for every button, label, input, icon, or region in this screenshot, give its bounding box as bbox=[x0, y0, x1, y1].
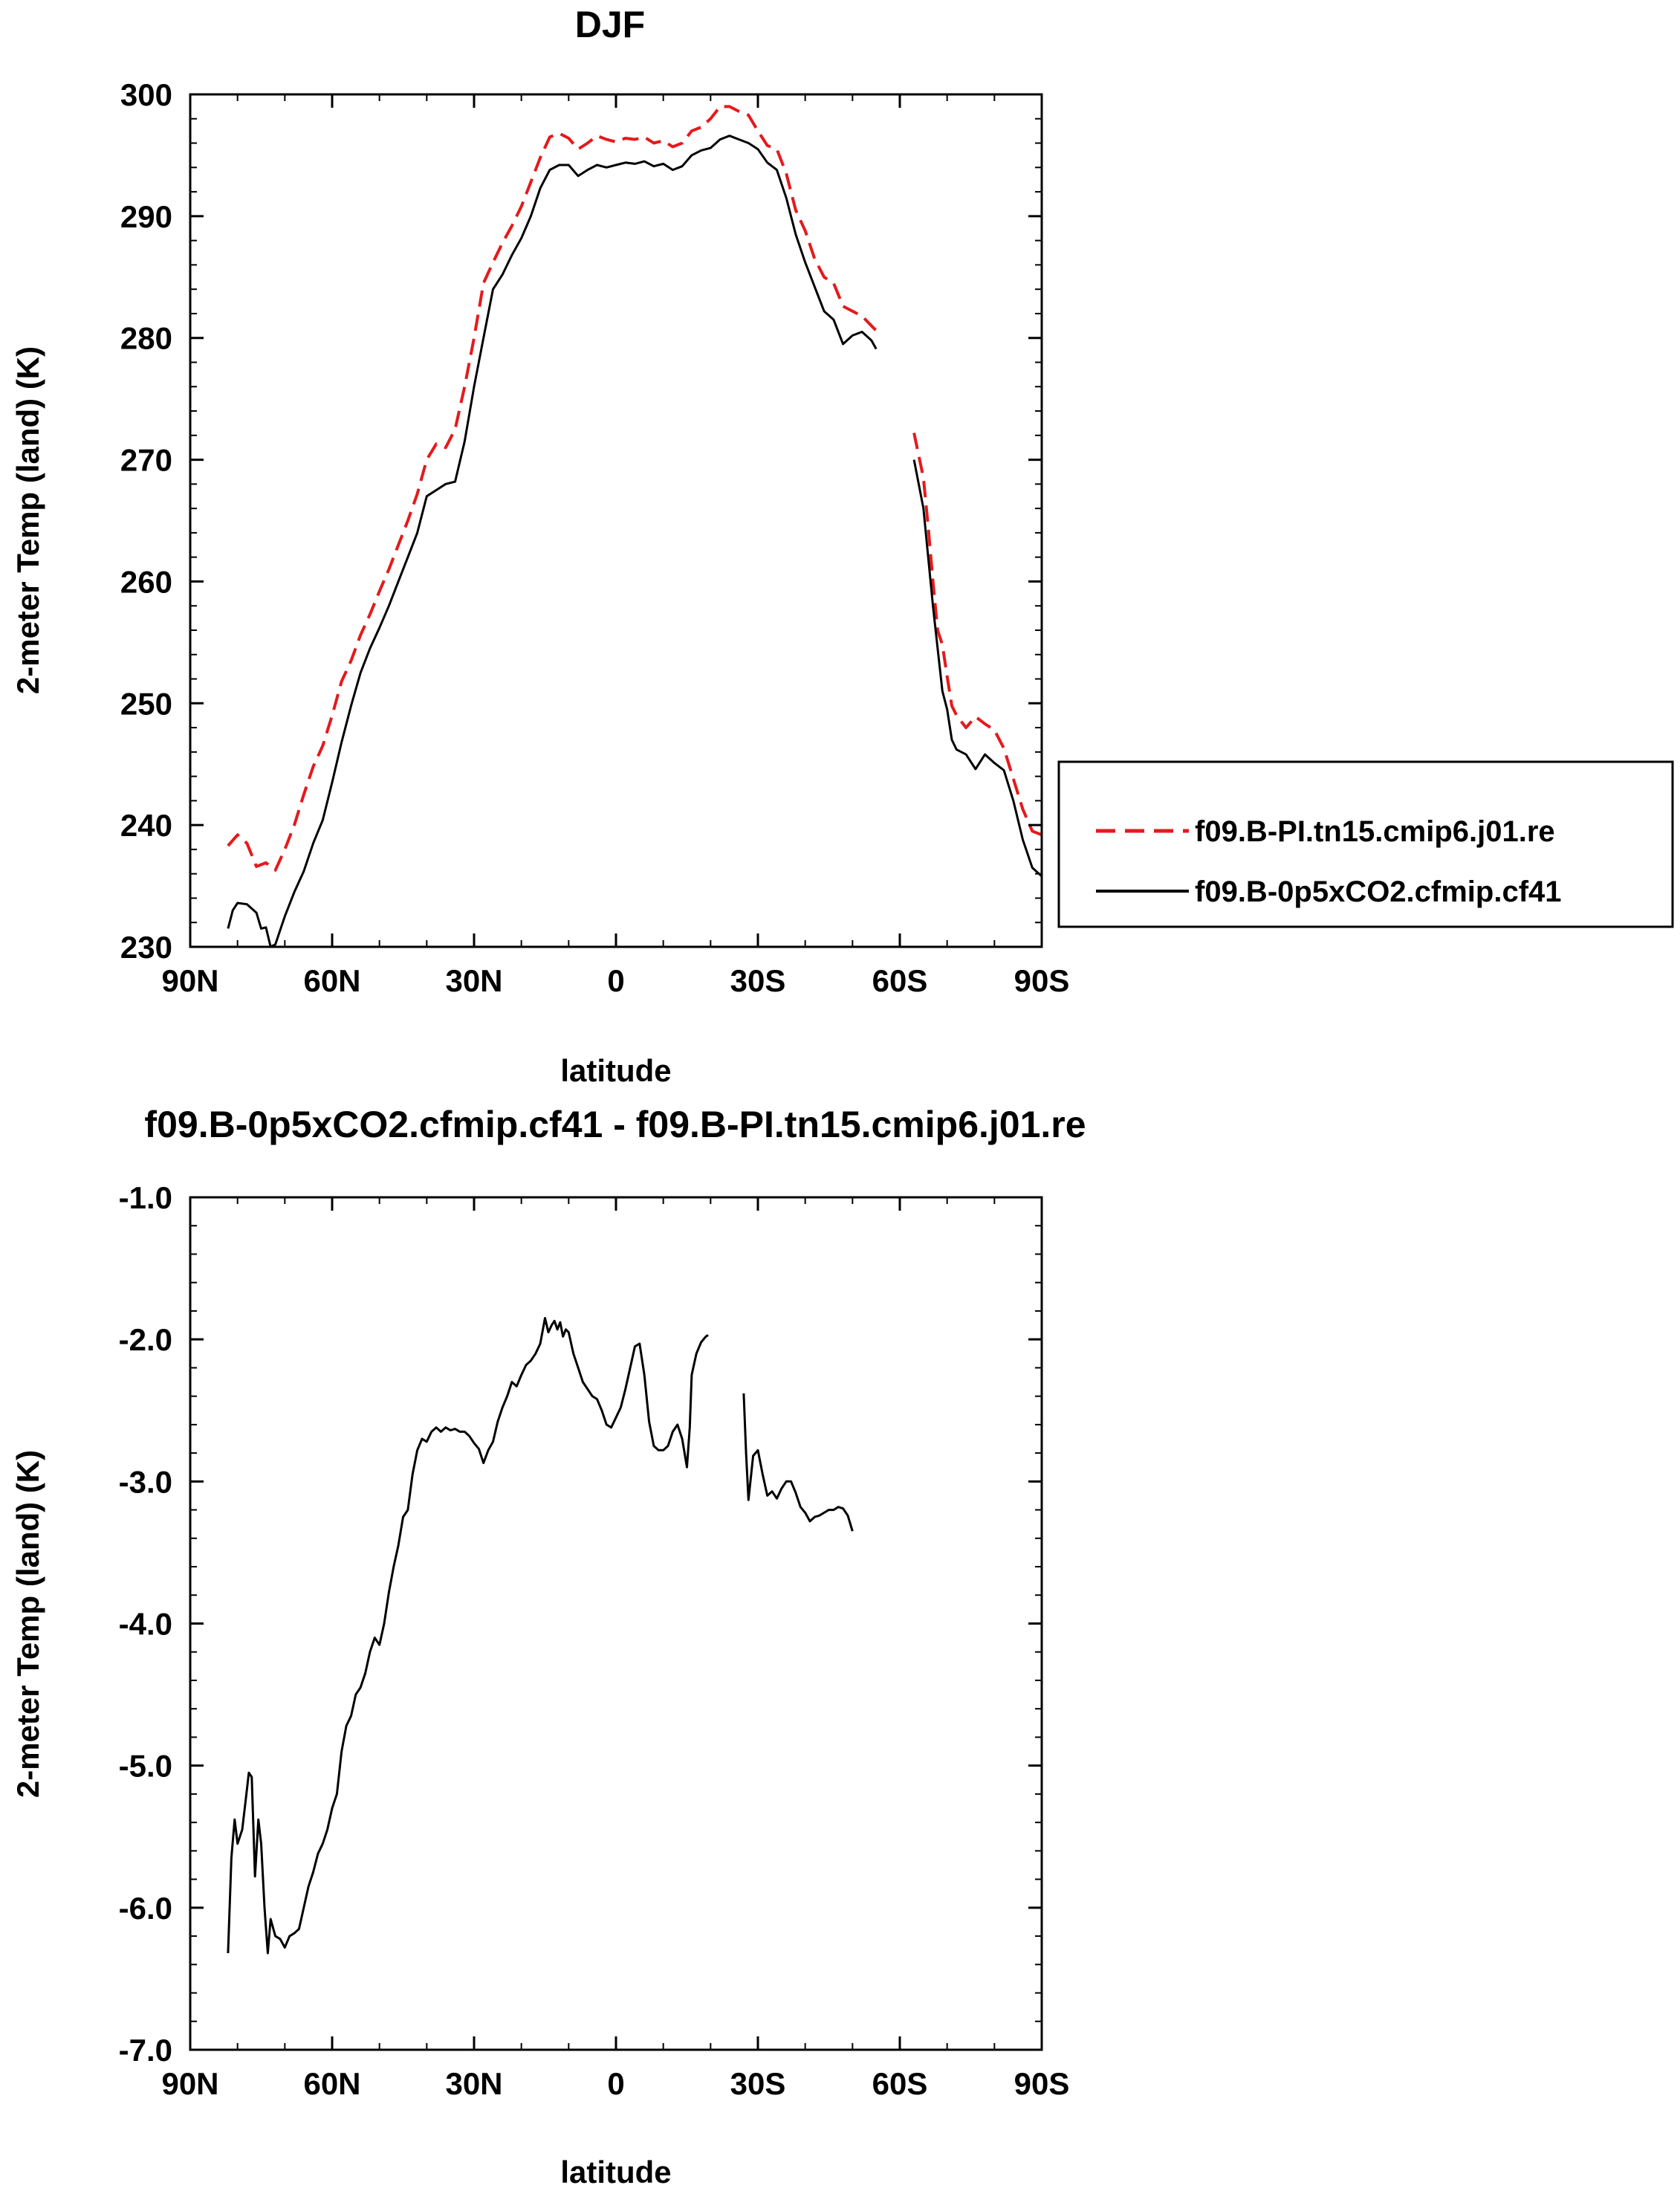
y-tick-label: -1.0 bbox=[119, 1180, 172, 1215]
y-tick-label: 250 bbox=[120, 686, 172, 721]
series-line-0-segment-0 bbox=[227, 105, 878, 872]
x-tick-label: 0 bbox=[607, 2066, 624, 2101]
bottom-y-axis-label: 2-meter Temp (land) (K) bbox=[10, 1450, 45, 1798]
legend-entry-0: f09.B-PI.tn15.cmip6.j01.re bbox=[1195, 815, 1555, 848]
y-tick-label: -6.0 bbox=[119, 1891, 172, 1926]
bottom-plot-frame bbox=[189, 1196, 1043, 2051]
bottom-panel: f09.B-0p5xCO2.cfmip.cf41 - f09.B-PI.tn15… bbox=[10, 1104, 1086, 2188]
x-tick-label: 30N bbox=[445, 963, 502, 998]
series-line-0-segment-1 bbox=[742, 1393, 854, 1532]
legend-entry-1: f09.B-0p5xCO2.cfmip.cf41 bbox=[1195, 875, 1562, 908]
x-tick-label: 90N bbox=[161, 2066, 218, 2101]
top-panel: DJF 90N 60N 30N 0 30S 60S 90S 2302402502602702… bbox=[10, 4, 1674, 1088]
y-tick-label: -2.0 bbox=[119, 1322, 172, 1357]
top-x-axis-label: latitude bbox=[560, 1053, 671, 1088]
x-tick-label: 60N bbox=[303, 2066, 360, 2101]
y-tick-label: 290 bbox=[120, 199, 172, 234]
y-tick-label: 260 bbox=[120, 564, 172, 599]
bottom-x-axis-label: latitude bbox=[560, 2155, 671, 2188]
x-tick-label: 60S bbox=[872, 2066, 928, 2101]
y-tick-label: 300 bbox=[120, 77, 172, 112]
y-tick-label: 270 bbox=[120, 443, 172, 478]
series-line-0-segment-0 bbox=[227, 1317, 709, 1955]
y-tick-label: -4.0 bbox=[119, 1607, 172, 1642]
bottom-chart-title: f09.B-0p5xCO2.cfmip.cf41 - f09.B-PI.tn15… bbox=[144, 1104, 1086, 1145]
series-line-0-segment-1 bbox=[912, 433, 1042, 837]
series-line-1-segment-1 bbox=[912, 459, 1043, 878]
y-tick-label: -5.0 bbox=[119, 1749, 172, 1784]
x-tick-label: 60S bbox=[872, 963, 928, 998]
top-y-tick-labels: 230 240 250 260 270 280 290 300 bbox=[120, 77, 172, 965]
x-tick-label: 30S bbox=[730, 2066, 786, 2101]
x-tick-label: 30S bbox=[730, 963, 786, 998]
bottom-y-tick-labels: -7.0 -6.0 -5.0 -4.0 -3.0 -2.0 -1.0 bbox=[119, 1180, 172, 2068]
legend-box bbox=[1057, 760, 1674, 928]
x-tick-label: 30N bbox=[445, 2066, 502, 2101]
bottom-x-tick-labels: 90N 60N 30N 0 30S 60S 90S bbox=[161, 2066, 1069, 2101]
top-x-tick-labels: 90N 60N 30N 0 30S 60S 90S bbox=[161, 963, 1069, 998]
top-ticks bbox=[189, 93, 1043, 948]
x-tick-label: 0 bbox=[607, 963, 624, 998]
x-tick-label: 90S bbox=[1014, 2066, 1070, 2101]
y-tick-label: -7.0 bbox=[119, 2033, 172, 2068]
bottom-ticks bbox=[189, 1196, 1043, 2051]
x-tick-label: 90N bbox=[161, 963, 218, 998]
top-series-lines bbox=[227, 105, 1043, 948]
y-tick-label: 280 bbox=[120, 321, 172, 356]
x-tick-label: 60N bbox=[303, 963, 360, 998]
x-tick-label: 90S bbox=[1014, 963, 1070, 998]
top-plot-frame bbox=[189, 93, 1043, 948]
top-chart-title: DJF bbox=[575, 4, 645, 45]
y-tick-label: 240 bbox=[120, 808, 172, 843]
y-tick-label: 230 bbox=[120, 930, 172, 965]
series-line-1-segment-0 bbox=[227, 135, 878, 948]
bottom-series-lines bbox=[227, 1317, 854, 1955]
top-y-axis-label: 2-meter Temp (land) (K) bbox=[10, 346, 45, 694]
legend: f09.B-PI.tn15.cmip6.j01.re f09.B-0p5xCO2… bbox=[1057, 760, 1674, 928]
y-tick-label: -3.0 bbox=[119, 1464, 172, 1499]
